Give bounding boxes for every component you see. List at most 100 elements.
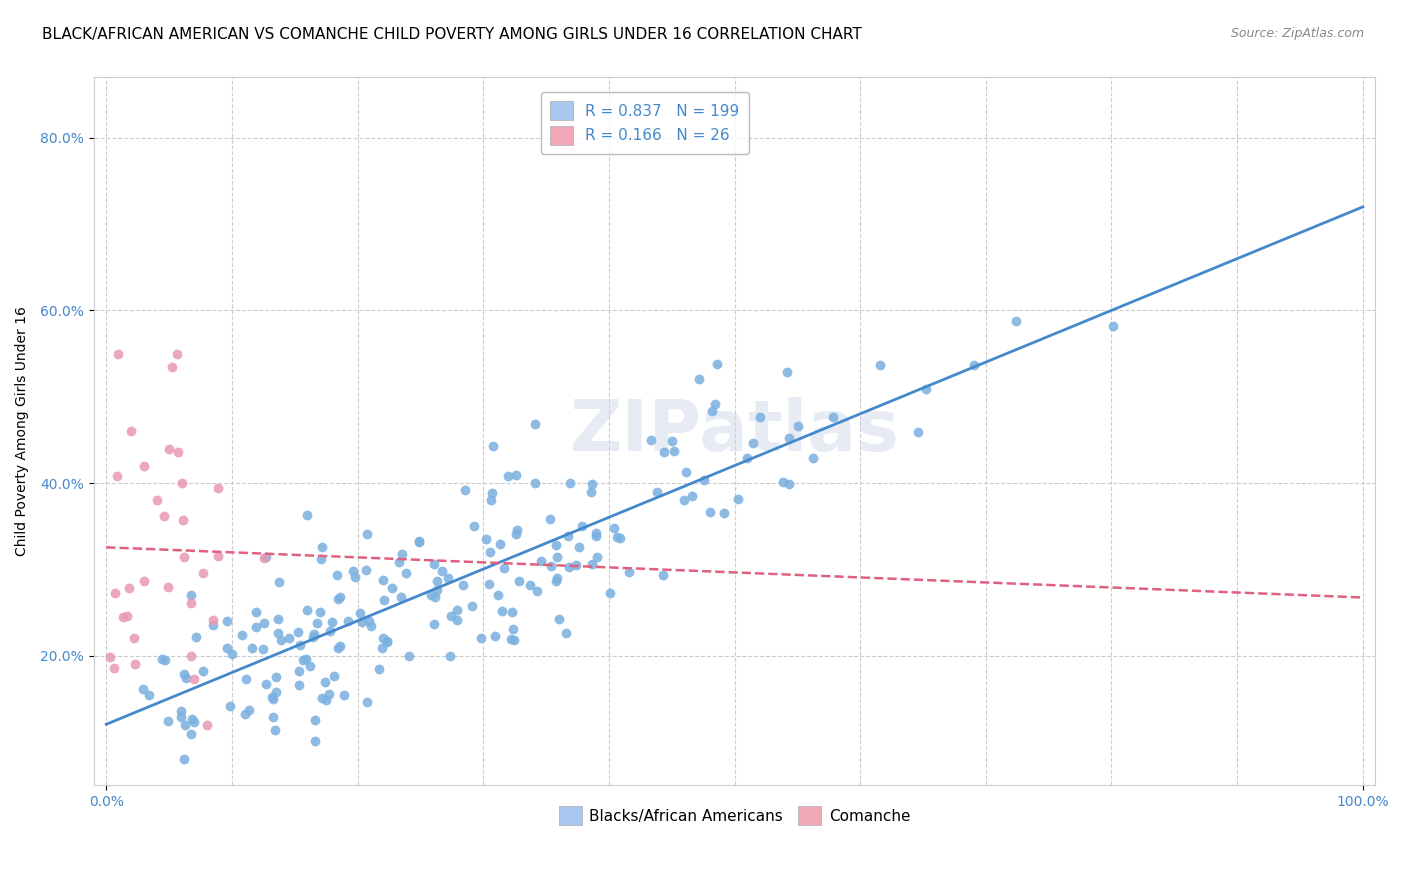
Point xyxy=(408,534,430,549)
Point xyxy=(118,581,141,595)
Point xyxy=(423,590,446,604)
Point xyxy=(290,638,312,652)
Point xyxy=(546,539,568,553)
Point xyxy=(170,704,193,718)
Point xyxy=(727,491,749,506)
Point xyxy=(291,653,314,667)
Point xyxy=(173,549,195,564)
Point xyxy=(180,588,202,602)
Point xyxy=(105,468,128,483)
Point xyxy=(571,518,593,533)
Point xyxy=(823,410,845,425)
Point xyxy=(479,545,502,559)
Point xyxy=(481,486,503,500)
Point xyxy=(1102,319,1125,334)
Point xyxy=(606,530,628,544)
Point xyxy=(505,523,527,537)
Point xyxy=(254,677,277,691)
Point xyxy=(170,710,193,724)
Point xyxy=(688,372,710,386)
Point xyxy=(180,596,202,610)
Point xyxy=(235,673,257,687)
Point xyxy=(484,629,506,643)
Point xyxy=(461,599,484,613)
Point xyxy=(326,641,349,656)
Point xyxy=(681,489,703,503)
Point xyxy=(173,752,195,766)
Point xyxy=(491,604,513,618)
Point xyxy=(124,657,146,671)
Point xyxy=(124,631,146,645)
Point xyxy=(173,513,195,527)
Point xyxy=(311,540,333,554)
Point xyxy=(297,603,319,617)
Point xyxy=(869,358,891,372)
Point xyxy=(371,641,394,656)
Text: Source: ZipAtlas.com: Source: ZipAtlas.com xyxy=(1230,27,1364,40)
Point xyxy=(162,359,184,374)
Point xyxy=(645,484,668,499)
Point xyxy=(489,537,512,551)
Point xyxy=(772,475,794,490)
Point xyxy=(375,635,398,649)
Point xyxy=(425,583,447,598)
Point xyxy=(264,685,287,699)
Point xyxy=(558,560,581,574)
Point xyxy=(963,358,986,372)
Point xyxy=(505,527,527,541)
Point xyxy=(581,477,603,491)
Point xyxy=(120,424,142,438)
Point xyxy=(617,566,640,580)
Point xyxy=(503,632,526,647)
Point xyxy=(287,624,309,639)
Point xyxy=(496,469,519,483)
Point xyxy=(183,715,205,730)
Point xyxy=(555,626,578,640)
Point xyxy=(526,583,548,598)
Point xyxy=(430,564,453,578)
Point xyxy=(181,712,204,726)
Point xyxy=(152,509,174,524)
Point xyxy=(318,687,340,701)
Point xyxy=(314,675,336,690)
Point xyxy=(585,529,607,543)
Point xyxy=(540,559,562,574)
Point xyxy=(661,434,683,448)
Point xyxy=(132,458,155,473)
Point xyxy=(344,570,367,584)
Point xyxy=(240,641,263,656)
Point xyxy=(481,439,503,453)
Point xyxy=(174,718,197,732)
Point xyxy=(270,632,292,647)
Point xyxy=(494,561,516,575)
Point xyxy=(304,734,326,748)
Point xyxy=(217,641,239,656)
Point xyxy=(704,397,727,411)
Point xyxy=(440,609,463,624)
Point xyxy=(245,605,267,619)
Point xyxy=(218,698,240,713)
Point xyxy=(115,608,138,623)
Point xyxy=(581,557,603,571)
Point xyxy=(238,703,260,717)
Point xyxy=(288,678,311,692)
Point xyxy=(422,616,444,631)
Point xyxy=(176,671,198,685)
Point xyxy=(252,642,274,657)
Point xyxy=(422,557,444,571)
Point xyxy=(713,506,735,520)
Point xyxy=(245,619,267,633)
Point xyxy=(153,653,176,667)
Point xyxy=(201,617,224,632)
Point xyxy=(262,692,284,706)
Point xyxy=(184,630,207,644)
Point xyxy=(253,550,276,565)
Point xyxy=(451,578,474,592)
Point xyxy=(391,547,413,561)
Point xyxy=(138,688,160,702)
Point xyxy=(475,533,498,547)
Point xyxy=(319,624,342,638)
Point xyxy=(326,567,349,582)
Point xyxy=(776,365,799,379)
Point xyxy=(564,558,586,573)
